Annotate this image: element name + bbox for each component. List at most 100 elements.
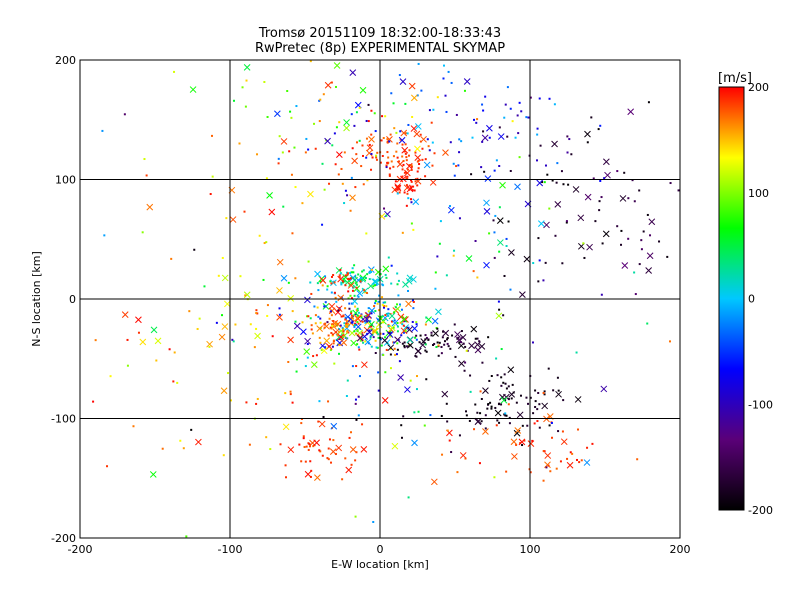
data-point-x [368,321,375,328]
data-point-dot [476,337,479,340]
data-point-dot [282,205,285,208]
data-point-dot [421,158,424,161]
data-point-x [287,336,294,344]
data-point-x [468,342,475,350]
data-point-dot [484,427,487,430]
data-point-dot [172,380,175,383]
data-point-dot [416,94,419,97]
data-point-dot [374,302,377,305]
data-point-dot [309,60,312,63]
data-point-dot [329,280,332,283]
data-point-dot [603,177,606,180]
data-point-dot [464,345,467,348]
data-point-dot [308,445,311,448]
data-point-x [405,300,412,308]
data-point-dot [126,364,129,367]
data-point-dot [389,335,392,338]
data-point-dot [396,303,399,306]
data-point-dot [344,274,347,277]
data-point-x [333,62,341,69]
data-point-dot [346,272,349,275]
data-point-dot [265,177,268,180]
data-point-dot [386,151,389,154]
data-point-dot [310,469,313,472]
data-point-dot [346,321,349,324]
data-point-dot [300,460,303,463]
data-point-dot [238,142,241,145]
data-point-dot [479,390,482,393]
data-point-x [325,343,333,350]
data-point-dot [555,181,558,184]
data-point-dot [447,345,450,348]
data-point-dot [103,234,106,237]
data-point-dot [448,205,451,208]
y-tick-label: 200 [55,54,76,67]
data-point-dot [536,420,539,423]
data-point-dot [384,273,387,276]
data-point-x [282,423,290,431]
data-point-dot [342,281,345,284]
data-point-dot [453,323,456,326]
data-point-x [349,446,357,453]
data-point-x [221,323,229,330]
data-point-x [360,446,368,453]
data-point-dot [389,367,392,370]
data-point-x [405,162,413,170]
data-point-dot [465,414,468,417]
data-point-x [482,387,489,394]
data-point-x [560,438,568,446]
data-point-x [375,321,383,329]
data-point-dot [370,109,373,112]
data-point-dot [483,170,486,173]
data-point-x [430,478,438,486]
data-point-dot [357,295,360,298]
data-point-dot [367,307,370,310]
data-point-dot [334,85,337,88]
data-point-dot [323,188,326,191]
data-point-dot [339,324,342,327]
data-point-x [356,290,364,297]
data-point-dot [506,86,509,89]
data-point-dot [319,450,322,453]
data-point-dot [338,343,341,346]
data-point-x [402,316,409,323]
data-point-dot [393,127,396,130]
data-point-x [470,325,478,333]
data-point-dot [567,183,570,186]
data-point-dot [383,207,386,210]
data-point-dot [188,310,191,313]
data-point-dot [309,317,312,320]
data-point-dot [441,336,444,339]
data-point-x [554,201,562,208]
data-point-dot [496,374,499,377]
data-point-x [220,387,228,395]
data-point-dot [373,284,376,287]
data-point-dot [502,381,505,384]
data-point-dot [677,189,680,192]
y-tick-label: -100 [51,413,76,426]
data-point-dot [381,303,384,306]
data-point-dot [446,338,449,341]
data-point-x [400,315,408,323]
data-point-dot [543,393,546,396]
data-point-dot [496,419,499,422]
data-point-dot [354,515,357,518]
data-point-dot [318,99,321,102]
data-point-dot [155,359,158,362]
data-point-dot [638,263,641,266]
data-point-x [149,471,157,478]
data-point-dot [329,310,332,313]
data-point-dot [545,466,548,469]
data-point-dot [504,414,507,417]
data-point-dot [430,331,433,334]
data-point-dot [353,264,356,267]
data-point-dot [361,423,364,426]
data-point-dot [385,164,388,167]
data-point-x [400,327,408,335]
data-point-dot [410,180,413,183]
data-point-dot [410,201,413,204]
data-point-dot [137,331,140,334]
data-point-dot [331,345,334,348]
data-point-dot [484,414,487,417]
data-point-dot [414,151,417,154]
